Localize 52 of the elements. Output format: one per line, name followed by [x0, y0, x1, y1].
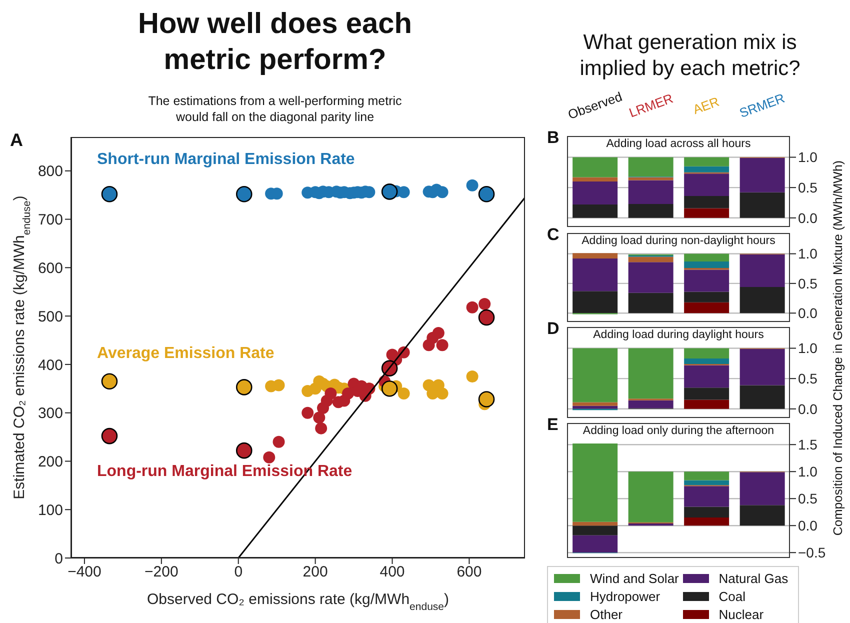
- text: A: [10, 130, 23, 151]
- x-tick-label: 400: [380, 564, 405, 581]
- x-tick-label: −200: [144, 564, 178, 581]
- y-tick-label: 800: [38, 163, 63, 180]
- y-tick-label: 200: [38, 454, 63, 471]
- series-label: Short-run Marginal Emission Rate: [97, 151, 355, 169]
- chart-title: What generation mix is implied by each metric?: [578, 30, 802, 82]
- y-tick-label: 0.5: [798, 180, 818, 196]
- y-tick-label: 0.5: [798, 370, 818, 387]
- x-tick-label: AER: [690, 92, 722, 120]
- y-tick-label: 1.0: [798, 340, 818, 356]
- y-tick-label: 0.5: [798, 275, 818, 292]
- x-tick-label: −400: [68, 564, 102, 581]
- legend-label: Wind and Solar: [590, 570, 679, 586]
- y-tick-label: 600: [38, 260, 63, 277]
- y-tick-label: 1.0: [798, 464, 818, 480]
- y-tick-label: 1.0: [798, 246, 818, 262]
- y-tick-label: 700: [38, 212, 63, 229]
- x-tick-label: 0: [234, 564, 243, 581]
- text: E: [547, 415, 558, 435]
- x-axis-title: Observed CO₂ emissions rate (kg/MWh$_{enduse}$): [146, 591, 450, 613]
- chart-subtitle: Adding load only during the afternoon: [582, 425, 776, 438]
- y-tick-label: 0.5: [798, 490, 818, 507]
- y-tick-label: 0: [54, 550, 63, 568]
- chart-subtitle: Adding load across all hours: [605, 138, 752, 151]
- y-tick-label: 100: [38, 502, 63, 519]
- legend-label: Other: [590, 606, 623, 622]
- text: D: [547, 319, 560, 339]
- x-tick-label: 600: [456, 564, 482, 581]
- y-tick-label: 0.0: [798, 210, 818, 226]
- chart-subtitle: Adding load during daylight hours: [592, 329, 765, 342]
- y-tick-label: 500: [38, 308, 63, 326]
- legend-label: Nuclear: [718, 606, 764, 622]
- chart-subtitle: The estimations from a well-performing metric would fall on the diagonal parity line: [147, 93, 403, 125]
- y-tick-label: 0.0: [798, 400, 818, 417]
- y-axis-title: Composition of Induced Change in Generation Mixture (MWh/MWh): [831, 159, 845, 538]
- y-tick-label: 0.0: [798, 305, 818, 322]
- text: C: [547, 225, 560, 245]
- legend-label: Hydropower: [590, 588, 660, 604]
- series-label: Average Emission Rate: [97, 345, 274, 363]
- chart-title: How well does each metric perform?: [137, 7, 413, 78]
- legend-label: Natural Gas: [718, 570, 788, 586]
- y-tick-label: 300: [38, 405, 63, 422]
- y-tick-label: −0.5: [798, 544, 826, 561]
- legend-label: Coal: [718, 588, 746, 604]
- y-tick-label: 400: [38, 356, 63, 374]
- y-tick-label: 1.5: [798, 436, 818, 453]
- x-tick-label: 200: [302, 564, 328, 581]
- y-tick-label: 1.0: [798, 149, 818, 166]
- chart-subtitle: Adding load during non-daylight hours: [580, 235, 776, 248]
- text: B: [547, 128, 560, 148]
- y-tick-label: 0.0: [798, 518, 818, 534]
